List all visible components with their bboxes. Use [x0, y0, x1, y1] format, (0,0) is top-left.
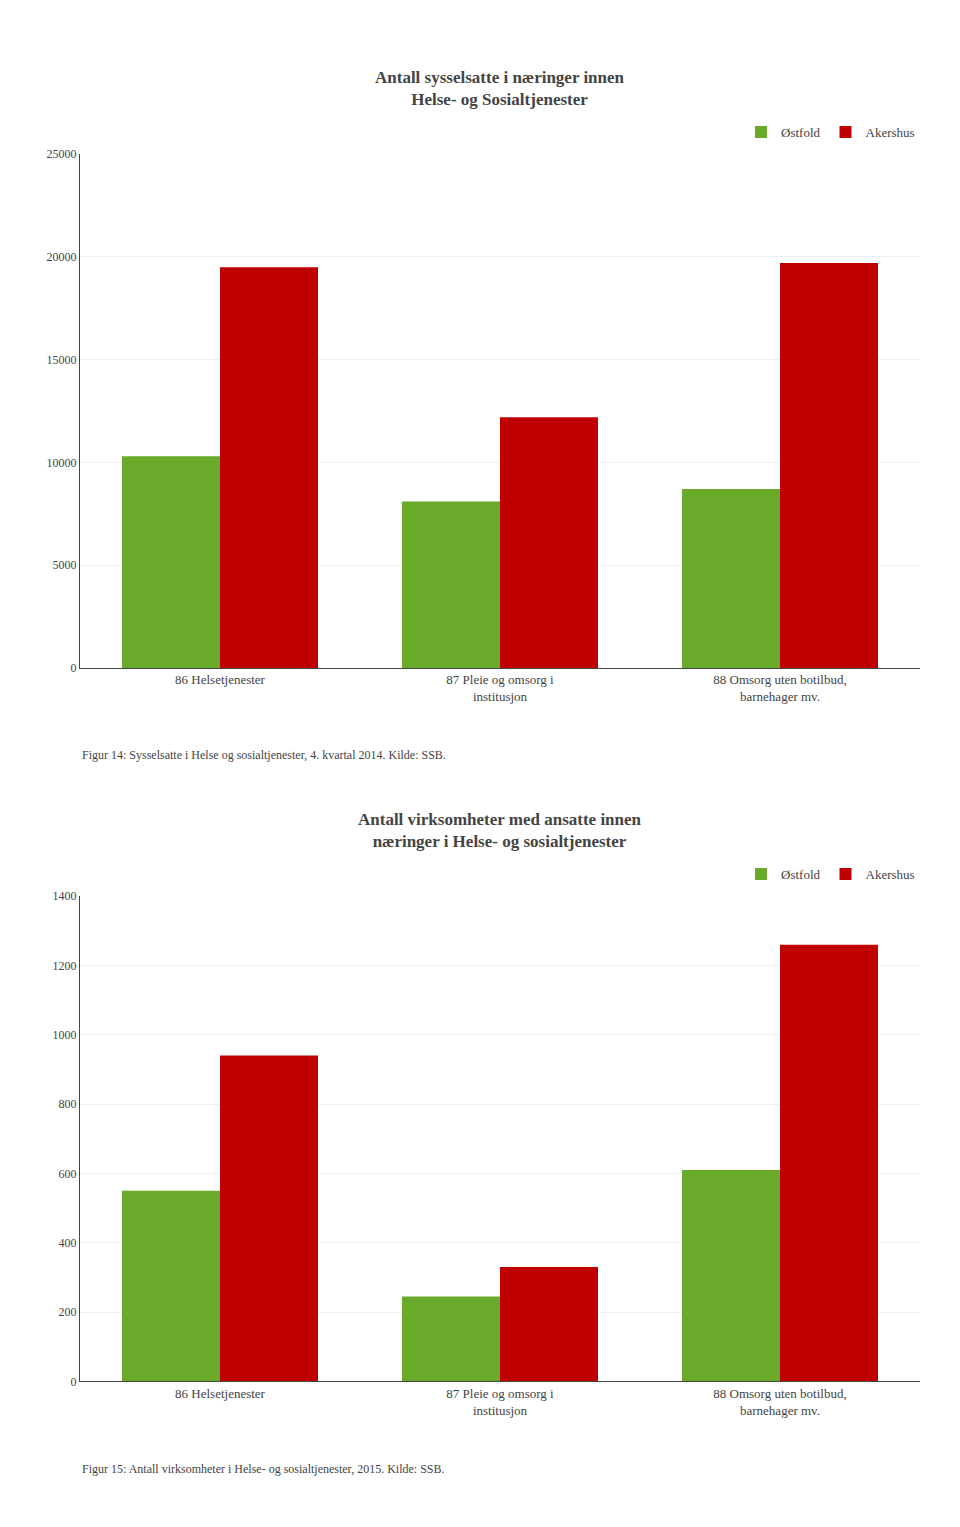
svg-text:10000: 10000 — [47, 456, 77, 470]
svg-text:15000: 15000 — [47, 353, 77, 367]
svg-text:400: 400 — [59, 1236, 77, 1250]
svg-text:600: 600 — [59, 1167, 77, 1181]
svg-text:1200: 1200 — [53, 959, 77, 973]
svg-text:800: 800 — [59, 1097, 77, 1111]
svg-text:88 Omsorg uten botilbud,barneh: 88 Omsorg uten botilbud,barnehager mv. — [713, 1386, 846, 1418]
svg-text:88 Omsorg uten botilbud,barneh: 88 Omsorg uten botilbud,barnehager mv. — [713, 672, 846, 704]
svg-text:86 Helsetjenester: 86 Helsetjenester — [175, 672, 266, 687]
svg-text:1400: 1400 — [53, 889, 77, 903]
svg-text:0: 0 — [71, 1375, 77, 1389]
svg-text:Antall sysselsatte i næringer: Antall sysselsatte i næringer innenHelse… — [375, 68, 625, 109]
svg-text:Akershus: Akershus — [866, 867, 915, 882]
svg-text:200: 200 — [59, 1305, 77, 1319]
svg-text:87 Pleie og omsorg iinstitusjo: 87 Pleie og omsorg iinstitusjon — [446, 1386, 554, 1418]
svg-text:0: 0 — [71, 661, 77, 675]
svg-text:20000: 20000 — [47, 250, 77, 264]
svg-text:Akershus: Akershus — [866, 125, 915, 140]
svg-text:Antall virksomheter med ansatt: Antall virksomheter med ansatte innennær… — [358, 810, 642, 851]
svg-text:Østfold: Østfold — [781, 125, 821, 140]
svg-text:86 Helsetjenester: 86 Helsetjenester — [175, 1386, 266, 1401]
svg-text:25000: 25000 — [47, 147, 77, 161]
svg-text:Østfold: Østfold — [781, 867, 821, 882]
svg-text:87 Pleie og omsorg iinstitusjo: 87 Pleie og omsorg iinstitusjon — [446, 672, 554, 704]
svg-text:Figur 14: Sysselsatte i Helse: Figur 14: Sysselsatte i Helse og sosialt… — [82, 748, 446, 762]
svg-text:Figur 15: Antall virksomheter: Figur 15: Antall virksomheter i Helse- o… — [82, 1462, 444, 1476]
svg-text:1000: 1000 — [53, 1028, 77, 1042]
svg-text:5000: 5000 — [53, 558, 77, 572]
